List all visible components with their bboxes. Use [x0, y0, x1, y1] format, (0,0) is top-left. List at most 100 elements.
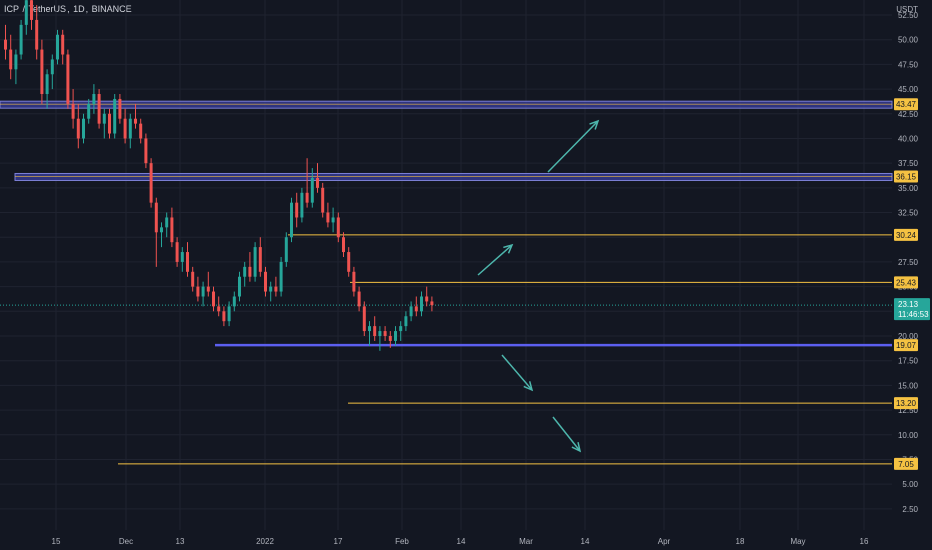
level-tag-label: 13.20 [896, 399, 917, 408]
y-tick-label: 15.00 [898, 381, 919, 390]
y-tick-label: 40.00 [898, 134, 919, 143]
candle-body [347, 252, 351, 272]
candle-body [212, 291, 215, 307]
trend-arrow-shaft [501, 354, 533, 391]
price-axis[interactable]: 2.505.007.5010.0012.5015.0017.5020.0022.… [896, 5, 918, 514]
y-tick-label: 2.50 [902, 505, 918, 514]
candle-body [170, 217, 174, 243]
candle-body [24, 0, 28, 25]
candle-body [87, 103, 91, 119]
candle-body [196, 286, 200, 297]
candle-body [154, 202, 158, 233]
last-price-tag [894, 298, 930, 321]
candle-body [321, 187, 325, 213]
level-tag-label: 36.15 [896, 172, 917, 181]
level-tag [894, 276, 918, 289]
candle-body [186, 252, 189, 272]
candle-body [310, 177, 314, 203]
candle-body [97, 94, 101, 124]
candle-body [394, 331, 397, 341]
candle-body [201, 286, 205, 297]
candle-body [284, 237, 288, 262]
candle-body [128, 118, 132, 139]
level-tag [894, 457, 918, 470]
y-tick-label: 35.00 [898, 184, 919, 193]
candle-body [102, 113, 106, 124]
candle-body [420, 296, 423, 312]
y-tick-label: 10.00 [898, 431, 919, 440]
candle-body [76, 118, 80, 139]
candle-body [232, 296, 236, 307]
candle-body [238, 276, 241, 297]
y-tick-label: 32.50 [898, 209, 919, 218]
candle-body [243, 266, 247, 277]
symbol-name: ICP [4, 4, 20, 14]
candle-body [14, 54, 18, 70]
candle-body [175, 242, 179, 262]
candle-body [19, 24, 23, 55]
candle-body [108, 113, 111, 134]
candle-body [388, 336, 392, 341]
y-tick-label: 45.00 [898, 85, 919, 94]
x-tick-label: 14 [457, 537, 466, 546]
candle-body [118, 98, 122, 119]
chart-grid [0, 0, 892, 530]
candle-body [56, 34, 59, 60]
x-tick-label: Apr [658, 537, 671, 546]
candle-body [352, 271, 356, 292]
candle-body [342, 237, 345, 253]
currency-label: USDT [896, 5, 918, 14]
candle-body [123, 118, 127, 139]
candle-body [206, 286, 210, 292]
x-tick-label: May [790, 537, 805, 546]
candle-body [160, 227, 163, 233]
x-tick-label: Feb [395, 537, 409, 546]
candle-body [253, 247, 257, 277]
candle-body [362, 306, 366, 332]
candle-body [222, 311, 226, 322]
candle-body [290, 202, 293, 238]
y-tick-label: 52.50 [898, 11, 919, 20]
price-tags: 43.4736.1530.2425.4319.0713.207.0523.131… [894, 98, 930, 470]
candle-body [331, 217, 335, 223]
trend-arrow-shaft [552, 416, 581, 452]
level-tag-label: 25.43 [896, 278, 917, 287]
level-tag-label: 19.07 [896, 341, 917, 350]
x-tick-label: 16 [860, 537, 869, 546]
level-tag [894, 170, 918, 183]
candle-body [191, 271, 195, 287]
y-tick-label: 50.00 [898, 36, 919, 45]
exchange-label: BINANCE [91, 4, 132, 14]
candle-body [404, 316, 408, 327]
level-tag [894, 397, 918, 410]
candle-body [66, 54, 70, 104]
level-tag-label: 43.47 [896, 100, 917, 109]
interval-label: 1D [73, 4, 85, 14]
candle-body [45, 74, 49, 95]
y-tick-label: 37.50 [898, 159, 919, 168]
candle-body [399, 326, 403, 332]
last-price-label: 23.13 [898, 300, 919, 309]
candle-body [258, 247, 262, 272]
trend-arrow-head [523, 381, 534, 392]
x-tick-label: Dec [119, 537, 133, 546]
candle-body [300, 192, 304, 218]
y-tick-label: 47.50 [898, 60, 919, 69]
candle-body [139, 123, 143, 139]
candle-body [71, 103, 75, 119]
candle-body [295, 202, 299, 218]
trend-arrows [477, 119, 600, 453]
candle-body [180, 252, 184, 262]
candle-body [279, 261, 283, 292]
candle-body [227, 306, 231, 322]
candle-body [269, 286, 273, 292]
candle-body [305, 192, 309, 203]
candle-body [134, 118, 137, 124]
candle-body [409, 306, 413, 317]
candle-body [82, 118, 85, 139]
candle-body [35, 19, 39, 50]
time-axis[interactable]: 15 Dec 13 2022 17 Feb 14 Mar 14 Apr 18 May 16 [52, 537, 869, 546]
y-tick-label: 12.50 [898, 406, 919, 415]
candle-body [326, 212, 330, 223]
